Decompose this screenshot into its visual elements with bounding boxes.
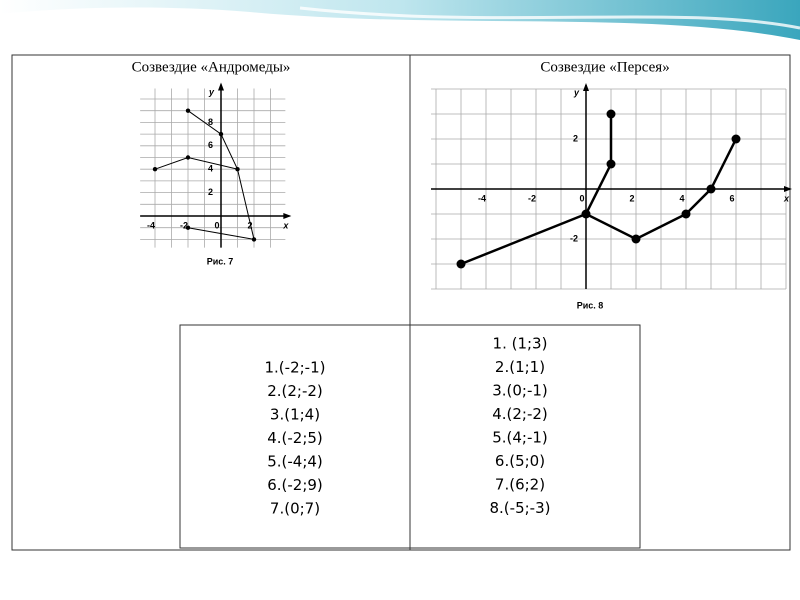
y-arrow <box>583 83 589 91</box>
x-tick-label: 0 <box>214 220 219 230</box>
coordinate-item: 7.(0;7) <box>270 500 320 518</box>
y-arrow <box>218 82 224 91</box>
point <box>606 109 616 119</box>
x-tick-label: -2 <box>528 193 536 203</box>
coordinate-item: 7.(6;2) <box>495 476 545 494</box>
column-title: Созвездие «Персея» <box>540 59 669 75</box>
coordinate-item: 5.(-4;4) <box>267 453 323 471</box>
point <box>251 237 257 242</box>
point <box>185 108 191 113</box>
y-tick-label: 6 <box>208 140 213 150</box>
point <box>581 209 591 219</box>
point <box>218 131 224 137</box>
x-tick-label: 4 <box>679 193 684 203</box>
point <box>152 167 158 172</box>
coordinate-item: 3.(1;4) <box>270 406 320 424</box>
x-axis-label: x <box>783 193 790 203</box>
y-tick-label: -2 <box>570 233 578 243</box>
y-tick-label: 8 <box>208 117 213 127</box>
y-tick-label: 2 <box>208 187 213 197</box>
y-tick-label: 4 <box>208 164 213 174</box>
figure-caption: Рис. 8 <box>577 300 604 310</box>
figure-line <box>460 212 587 266</box>
x-tick-label: -4 <box>147 220 155 230</box>
coordinate-item: 4.(-2;5) <box>267 429 323 447</box>
coordinate-item: 1.(-2;-1) <box>265 359 326 377</box>
x-tick-label: 6 <box>729 193 734 203</box>
point <box>235 167 240 172</box>
y-tick-label: 2 <box>573 133 578 143</box>
coordinate-item: 2.(1;1) <box>495 358 545 376</box>
x-arrow <box>283 213 292 219</box>
coordinate-item: 5.(4;-1) <box>492 429 548 447</box>
x-tick-label: 2 <box>247 220 252 230</box>
point <box>681 209 691 219</box>
coordinate-item: 4.(2;-2) <box>492 405 548 423</box>
x-tick-label: 0 <box>579 193 584 203</box>
x-arrow <box>784 186 792 192</box>
point <box>185 155 191 160</box>
coordinate-item: 6.(-2;9) <box>267 476 323 494</box>
decor-band <box>0 0 800 40</box>
point <box>185 225 191 230</box>
y-axis-label: y <box>208 87 215 97</box>
column-title: Созвездие «Андромеды» <box>132 59 291 75</box>
coordinate-item: 6.(5;0) <box>495 452 545 470</box>
point <box>606 159 616 169</box>
point <box>706 184 716 194</box>
coordinate-item: 2.(2;-2) <box>267 382 323 400</box>
y-axis-label: y <box>573 87 580 97</box>
coordinate-item: 3.(0;-1) <box>492 382 548 400</box>
x-tick-label: -4 <box>478 193 486 203</box>
x-tick-label: 2 <box>629 193 634 203</box>
point <box>631 234 641 244</box>
coordinate-item: 8.(-5;-3) <box>490 499 551 517</box>
table-border <box>11 54 791 551</box>
point <box>456 259 466 269</box>
x-axis-label: x <box>282 220 289 230</box>
coordinate-item: 1. (1;3) <box>493 335 548 353</box>
x-tick-label: -2 <box>180 220 188 230</box>
decor-swoosh <box>299 6 800 30</box>
point <box>731 134 741 144</box>
figure-caption: Рис. 7 <box>207 256 234 266</box>
